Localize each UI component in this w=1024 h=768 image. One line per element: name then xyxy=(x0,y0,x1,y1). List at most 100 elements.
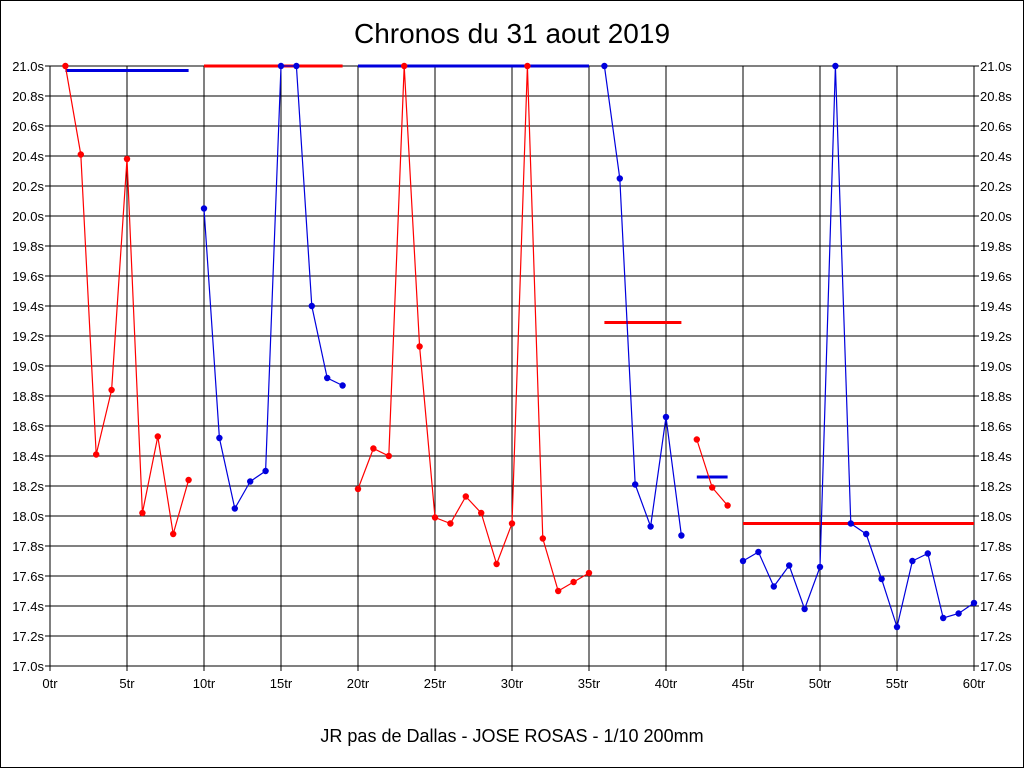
series-line xyxy=(203,65,343,511)
y-tick-label-left: 19.0s xyxy=(12,359,44,374)
y-tick-label-left: 18.4s xyxy=(12,449,44,464)
data-point xyxy=(739,557,747,565)
y-tick-label-left: 20.0s xyxy=(12,209,44,224)
x-tick-label: 40tr xyxy=(655,676,678,691)
y-tick-label-left: 19.4s xyxy=(12,299,44,314)
data-point xyxy=(632,481,639,488)
y-tick-label-left: 20.4s xyxy=(12,149,44,164)
y-tick-label-right: 20.4s xyxy=(980,149,1012,164)
data-point xyxy=(231,505,238,512)
data-point xyxy=(940,614,947,622)
y-tick-label-right: 19.2s xyxy=(980,329,1012,344)
y-tick-label-right: 18.8s xyxy=(980,389,1012,404)
data-point xyxy=(247,478,254,485)
y-tick-label-left: 17.4s xyxy=(12,599,44,614)
y-tick-label-left: 18.8s xyxy=(12,389,44,404)
x-tick-label: 35tr xyxy=(578,676,601,691)
y-tick-label-left: 21.0s xyxy=(12,59,44,74)
x-tick-label: 60tr xyxy=(963,676,986,691)
axis-ticks: 17.0s 17.0s 17.2s 17.2s 17.4s 17.4s 17.6s 17.6s… xyxy=(12,59,1012,691)
data-point xyxy=(724,502,731,509)
data-points xyxy=(62,62,978,631)
data-point xyxy=(601,62,608,70)
data-point xyxy=(493,560,500,568)
y-tick-label-left: 20.6s xyxy=(12,119,44,134)
y-tick-label-left: 19.2s xyxy=(12,329,44,344)
grid xyxy=(49,65,975,667)
data-point xyxy=(62,62,69,70)
average-lines xyxy=(65,64,974,525)
y-tick-label-left: 19.8s xyxy=(12,239,44,254)
x-tick-label: 50tr xyxy=(809,676,832,691)
x-tick-label: 10tr xyxy=(193,676,216,691)
chart-title: Chronos du 31 aout 2019 xyxy=(354,18,670,49)
series-line xyxy=(696,439,729,506)
y-tick-label-left: 17.2s xyxy=(12,629,44,644)
data-point xyxy=(570,578,577,586)
series-line xyxy=(357,65,590,592)
data-point xyxy=(123,155,131,163)
data-point xyxy=(847,520,854,527)
data-point xyxy=(616,175,623,182)
x-tick-label: 20tr xyxy=(347,676,370,691)
y-tick-label-left: 20.8s xyxy=(12,89,44,104)
series-line xyxy=(603,65,682,536)
y-tick-label-right: 17.4s xyxy=(980,599,1012,614)
data-point xyxy=(200,205,208,212)
y-tick-label-right: 20.0s xyxy=(980,209,1012,224)
data-point xyxy=(478,509,485,517)
data-point xyxy=(678,532,685,539)
y-tick-label-right: 18.2s xyxy=(980,479,1012,494)
y-tick-label-right: 17.2s xyxy=(980,629,1012,644)
y-tick-label-left: 18.0s xyxy=(12,509,44,524)
data-point xyxy=(154,433,161,440)
y-tick-label-left: 20.2s xyxy=(12,179,44,194)
y-tick-label-right: 17.6s xyxy=(980,569,1012,584)
data-point xyxy=(216,434,223,442)
y-tick-label-left: 17.6s xyxy=(12,569,44,584)
data-point xyxy=(77,151,85,158)
y-tick-label-right: 20.8s xyxy=(980,89,1012,104)
series-line xyxy=(742,65,975,630)
y-tick-label-right: 19.4s xyxy=(980,299,1012,314)
data-point xyxy=(93,451,100,458)
y-tick-label-right: 20.6s xyxy=(980,119,1012,134)
y-tick-label-left: 18.6s xyxy=(12,419,44,434)
y-tick-label-left: 19.6s xyxy=(12,269,44,284)
data-point xyxy=(293,62,300,70)
data-point xyxy=(555,587,562,595)
y-tick-label-right: 18.4s xyxy=(980,449,1012,464)
data-point xyxy=(524,62,531,70)
data-point xyxy=(401,62,408,70)
data-point xyxy=(370,445,377,452)
data-point xyxy=(185,476,192,484)
y-tick-label-right: 17.8s xyxy=(980,539,1012,554)
data-point xyxy=(955,610,962,617)
data-point xyxy=(416,343,423,350)
data-point xyxy=(801,605,808,613)
data-point xyxy=(262,467,269,475)
data-point xyxy=(447,520,454,527)
y-tick-label-right: 18.6s xyxy=(980,419,1012,434)
data-point xyxy=(385,452,392,460)
data-point xyxy=(786,562,793,569)
y-tick-label-left: 17.0s xyxy=(12,659,44,674)
chart-subtitle: JR pas de Dallas - JOSE ROSAS - 1/10 200… xyxy=(320,726,703,746)
data-point xyxy=(709,484,716,491)
data-point xyxy=(863,530,870,538)
x-tick-label: 25tr xyxy=(424,676,447,691)
data-point xyxy=(755,548,762,556)
data-point xyxy=(139,509,146,517)
data-point xyxy=(770,583,777,590)
data-point xyxy=(662,413,670,421)
data-point xyxy=(308,302,315,310)
data-point xyxy=(508,520,516,527)
y-tick-label-left: 18.2s xyxy=(12,479,44,494)
data-point xyxy=(108,386,115,394)
x-tick-label: 45tr xyxy=(732,676,755,691)
x-tick-label: 30tr xyxy=(501,676,524,691)
data-point xyxy=(339,382,346,389)
data-point xyxy=(970,599,978,607)
data-point xyxy=(354,485,362,493)
